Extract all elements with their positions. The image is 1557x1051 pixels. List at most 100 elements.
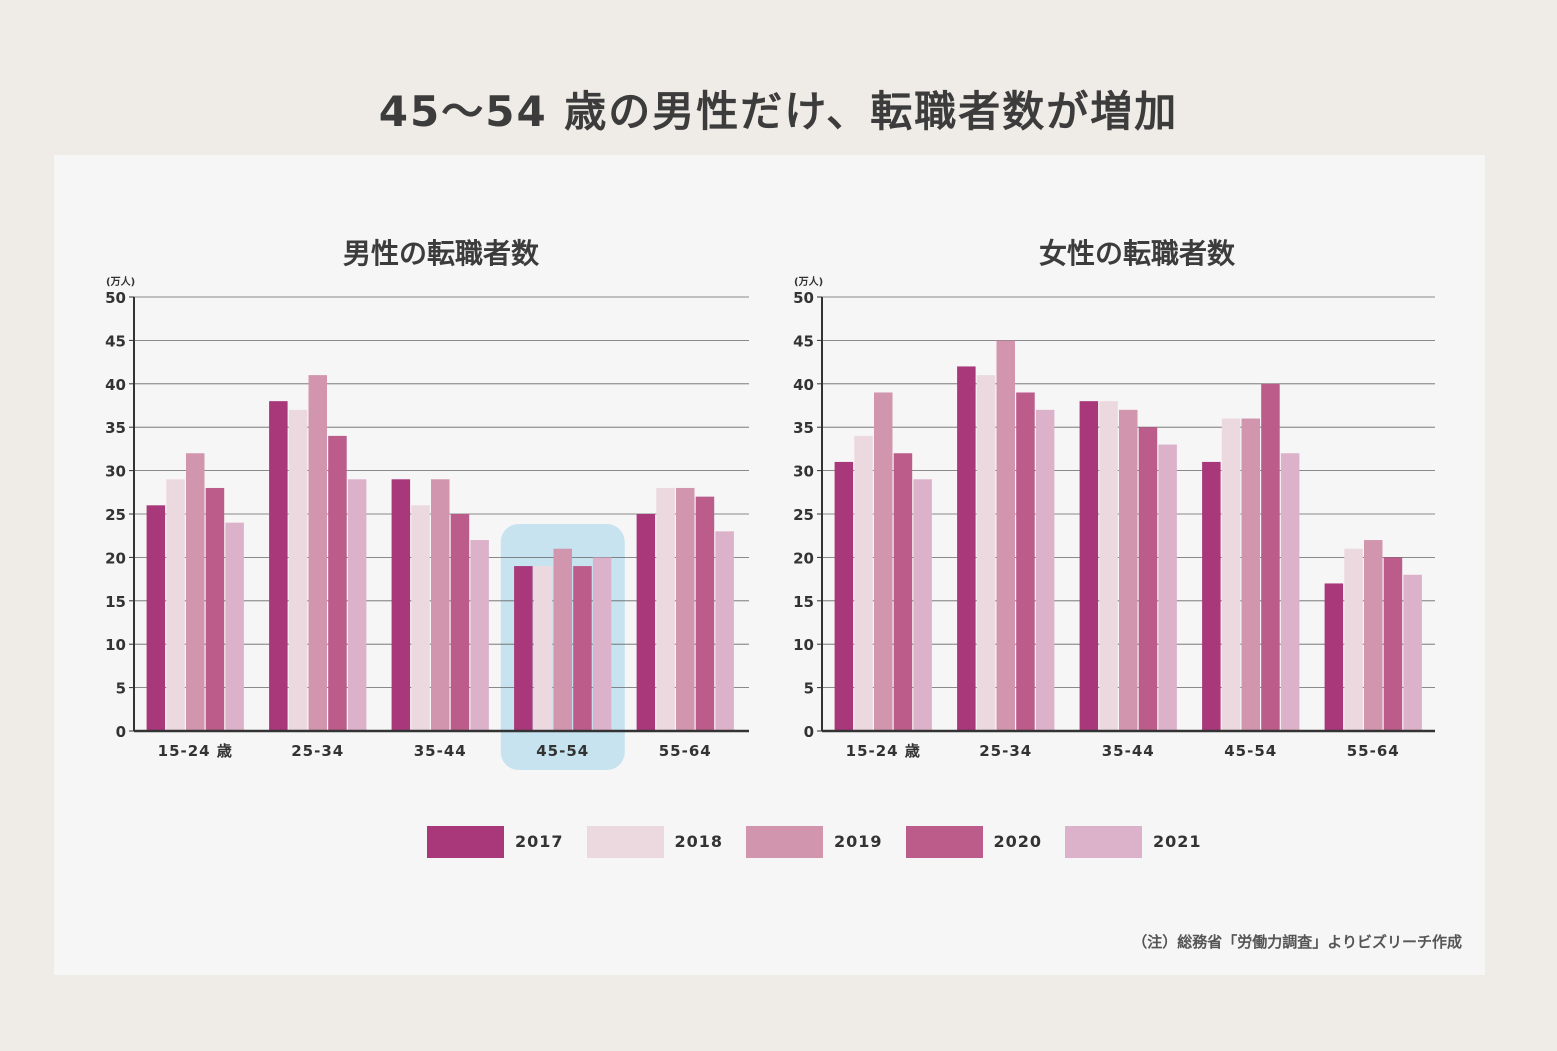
bar bbox=[1138, 427, 1158, 731]
source-note: （注）総務省「労働力調査」よりビズリーチ作成 bbox=[1132, 933, 1462, 951]
bar bbox=[1016, 392, 1035, 731]
y-tick-label: 40 bbox=[793, 376, 814, 394]
y-tick-label: 15 bbox=[793, 593, 814, 611]
bar bbox=[1403, 574, 1422, 731]
y-tick-label: 20 bbox=[793, 549, 814, 567]
bar bbox=[874, 392, 893, 731]
bar bbox=[431, 479, 450, 731]
x-tick-label: 35-44 bbox=[1102, 742, 1155, 760]
bar bbox=[533, 566, 553, 731]
legend-label: 2018 bbox=[674, 832, 724, 851]
bar bbox=[1383, 557, 1403, 731]
y-tick-label: 0 bbox=[116, 723, 126, 741]
y-tick-label: 5 bbox=[116, 680, 126, 698]
y-tick-label: 30 bbox=[793, 463, 814, 481]
legend-swatch bbox=[746, 826, 823, 858]
y-tick-label: 25 bbox=[105, 506, 126, 524]
bar bbox=[1119, 409, 1138, 731]
bar bbox=[411, 505, 430, 731]
y-tick-label: 40 bbox=[105, 376, 126, 394]
bar bbox=[1035, 409, 1055, 731]
bar bbox=[1099, 401, 1118, 731]
y-tick-label: 25 bbox=[793, 506, 814, 524]
bar bbox=[553, 548, 572, 731]
bar bbox=[146, 505, 166, 731]
bar bbox=[166, 479, 185, 731]
legend-label: 2019 bbox=[834, 832, 883, 851]
chart-male: 男性の転職者数 (万人) 0 5 10 15 20 25 30 35 40 45 50 15-24 歳 25… bbox=[105, 237, 749, 770]
y-tick-label: 45 bbox=[793, 332, 814, 350]
bar bbox=[347, 479, 367, 731]
page-title: 45～54 歳の男性だけ、転職者数が増加 bbox=[378, 87, 1179, 136]
bar bbox=[1221, 418, 1241, 731]
bar bbox=[854, 435, 873, 731]
bar bbox=[186, 453, 205, 731]
bar bbox=[1344, 548, 1363, 731]
x-tick-label: 25-34 bbox=[979, 742, 1032, 760]
bar bbox=[391, 479, 411, 731]
bar bbox=[450, 514, 470, 731]
x-tick-label: 25-34 bbox=[291, 742, 344, 760]
legend-swatch bbox=[1065, 826, 1142, 858]
legend-label: 2021 bbox=[1153, 832, 1202, 851]
chart-title: 男性の転職者数 bbox=[343, 237, 540, 270]
bar bbox=[715, 531, 734, 731]
x-tick-label: 15-24 歳 bbox=[846, 742, 921, 760]
legend-swatch bbox=[586, 826, 664, 858]
bar bbox=[1364, 540, 1383, 731]
bar bbox=[308, 375, 327, 731]
bar bbox=[976, 375, 996, 731]
bar bbox=[1324, 583, 1344, 731]
bar bbox=[1280, 453, 1300, 731]
x-tick-label: 45-54 bbox=[1224, 742, 1277, 760]
bar bbox=[636, 514, 656, 731]
y-axis-unit: (万人) bbox=[794, 275, 823, 288]
legend-swatch bbox=[905, 826, 983, 858]
bar bbox=[269, 401, 288, 731]
y-axis-unit: (万人) bbox=[106, 275, 135, 288]
y-tick-label: 20 bbox=[105, 549, 126, 567]
x-tick-label: 15-24 歳 bbox=[158, 742, 233, 760]
bar bbox=[1158, 444, 1177, 731]
bar bbox=[573, 566, 592, 731]
y-tick-label: 10 bbox=[105, 636, 126, 654]
chart-title: 女性の転職者数 bbox=[1039, 237, 1236, 270]
bar bbox=[328, 435, 347, 731]
bar bbox=[592, 557, 612, 731]
x-tick-label: 55-64 bbox=[659, 742, 712, 760]
bar bbox=[205, 487, 225, 731]
bar bbox=[695, 496, 715, 731]
bar bbox=[225, 522, 244, 731]
y-tick-label: 5 bbox=[804, 680, 814, 698]
x-tick-label: 45-54 bbox=[536, 742, 589, 760]
y-tick-label: 0 bbox=[804, 723, 814, 741]
y-tick-label: 10 bbox=[793, 636, 814, 654]
bar bbox=[996, 340, 1015, 731]
y-tick-label: 15 bbox=[105, 593, 126, 611]
x-tick-label: 55-64 bbox=[1347, 742, 1400, 760]
legend-label: 2020 bbox=[993, 832, 1043, 851]
bar bbox=[834, 461, 854, 731]
y-tick-label: 50 bbox=[105, 289, 126, 307]
bar bbox=[676, 487, 695, 731]
y-tick-label: 35 bbox=[105, 419, 126, 437]
bar bbox=[514, 566, 533, 731]
bar bbox=[656, 487, 675, 731]
y-tick-label: 50 bbox=[793, 289, 814, 307]
bar bbox=[1261, 383, 1280, 731]
bar bbox=[1202, 461, 1221, 731]
y-tick-label: 35 bbox=[793, 419, 814, 437]
bar bbox=[1079, 401, 1099, 731]
bar bbox=[893, 453, 913, 731]
y-tick-label: 45 bbox=[105, 332, 126, 350]
y-tick-label: 30 bbox=[105, 463, 126, 481]
bar bbox=[1241, 418, 1260, 731]
legend-label: 2017 bbox=[515, 832, 564, 851]
x-tick-label: 35-44 bbox=[414, 742, 467, 760]
chart-female: 女性の転職者数 (万人) 0 5 10 15 20 25 30 35 40 45 50 15-24 歳 25… bbox=[793, 237, 1435, 760]
bar bbox=[288, 409, 308, 731]
bar bbox=[913, 479, 932, 731]
bar bbox=[470, 540, 489, 731]
legend-swatch bbox=[427, 826, 504, 858]
